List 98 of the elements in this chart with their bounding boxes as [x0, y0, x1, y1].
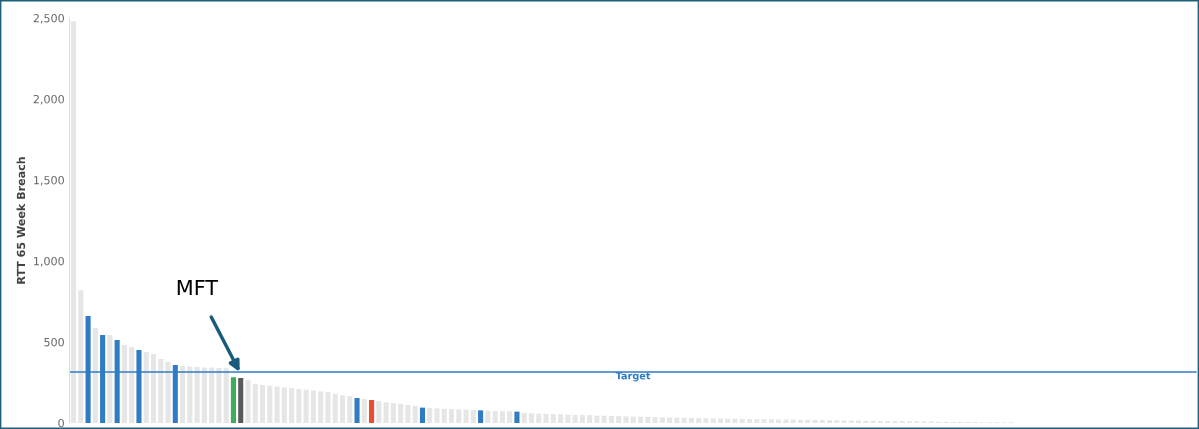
bar — [281, 387, 287, 423]
y-tick-label: 0 — [58, 418, 64, 428]
y-tick-label: 2,000 — [33, 94, 64, 105]
bar — [158, 359, 164, 423]
bar — [681, 417, 687, 423]
bar — [521, 412, 527, 423]
bar — [107, 335, 113, 423]
bar — [434, 408, 440, 423]
y-tick-label: 1,000 — [34, 256, 64, 267]
bar — [630, 416, 636, 423]
bar — [274, 386, 280, 423]
bar — [369, 399, 375, 423]
bar — [230, 377, 236, 423]
bar — [289, 388, 295, 423]
bar — [739, 418, 745, 423]
bar — [121, 345, 127, 423]
bar — [201, 367, 207, 423]
bar — [608, 415, 614, 423]
bar — [579, 415, 585, 423]
bar — [478, 410, 484, 423]
bar — [456, 409, 462, 423]
bar — [209, 367, 215, 423]
y-tick-label: 2,500 — [33, 13, 64, 24]
bar — [390, 403, 396, 423]
bar — [667, 417, 673, 423]
bar — [565, 414, 571, 423]
bar — [696, 418, 702, 423]
annotation: MFT — [177, 279, 219, 296]
bar — [71, 21, 77, 423]
bar — [252, 384, 258, 423]
bar — [310, 390, 316, 423]
bar — [129, 347, 135, 423]
bar — [558, 414, 564, 423]
bar — [361, 399, 367, 423]
bar — [550, 414, 556, 423]
bar — [536, 413, 542, 423]
bar — [441, 408, 447, 423]
bar — [427, 408, 433, 423]
bar — [710, 418, 716, 423]
bar — [194, 367, 200, 423]
bar — [674, 417, 680, 423]
bar — [419, 407, 425, 423]
bar — [747, 418, 753, 423]
bar — [303, 389, 309, 423]
bar — [259, 384, 266, 423]
bar — [78, 290, 84, 423]
bar — [470, 410, 476, 423]
bar — [296, 388, 302, 423]
bar — [463, 409, 469, 423]
y-tick-label: 500 — [44, 337, 64, 347]
bar — [623, 416, 629, 423]
bar — [187, 366, 193, 423]
bar — [339, 395, 346, 423]
bar — [143, 352, 149, 423]
bar — [238, 377, 244, 423]
bar — [354, 398, 360, 423]
bar — [717, 418, 724, 423]
bar — [376, 401, 382, 423]
bar — [383, 402, 389, 423]
bar — [543, 413, 549, 423]
bar — [616, 416, 622, 423]
bar — [347, 396, 353, 423]
bar — [725, 418, 731, 423]
bar — [92, 328, 98, 423]
bar — [688, 417, 694, 423]
bar — [332, 393, 338, 423]
ref-line-label: Target — [615, 372, 651, 382]
bar — [448, 409, 455, 423]
bar — [507, 411, 513, 423]
bar — [223, 368, 229, 423]
bar — [659, 417, 665, 423]
bar — [594, 415, 600, 423]
bar — [703, 418, 709, 423]
bar — [405, 404, 411, 423]
bar — [485, 410, 491, 423]
bar — [587, 415, 593, 423]
bar — [180, 366, 186, 423]
bar — [318, 391, 324, 423]
bar — [412, 405, 418, 423]
bar — [245, 380, 251, 423]
y-tick-label: 1,500 — [34, 175, 64, 186]
bar — [325, 392, 331, 423]
bar — [514, 411, 520, 423]
bar — [601, 415, 607, 423]
bar — [732, 418, 738, 423]
bar — [499, 411, 505, 423]
bar — [165, 362, 171, 423]
bar — [645, 416, 651, 423]
bar — [216, 367, 222, 423]
bar — [492, 411, 498, 423]
bar — [150, 353, 157, 423]
bar — [652, 417, 658, 423]
bar — [637, 416, 644, 423]
bar — [267, 385, 273, 423]
bar — [528, 413, 535, 423]
bar — [572, 414, 578, 423]
y-axis-title: RTT 65 Week Breach — [16, 157, 26, 284]
bar — [398, 403, 404, 423]
